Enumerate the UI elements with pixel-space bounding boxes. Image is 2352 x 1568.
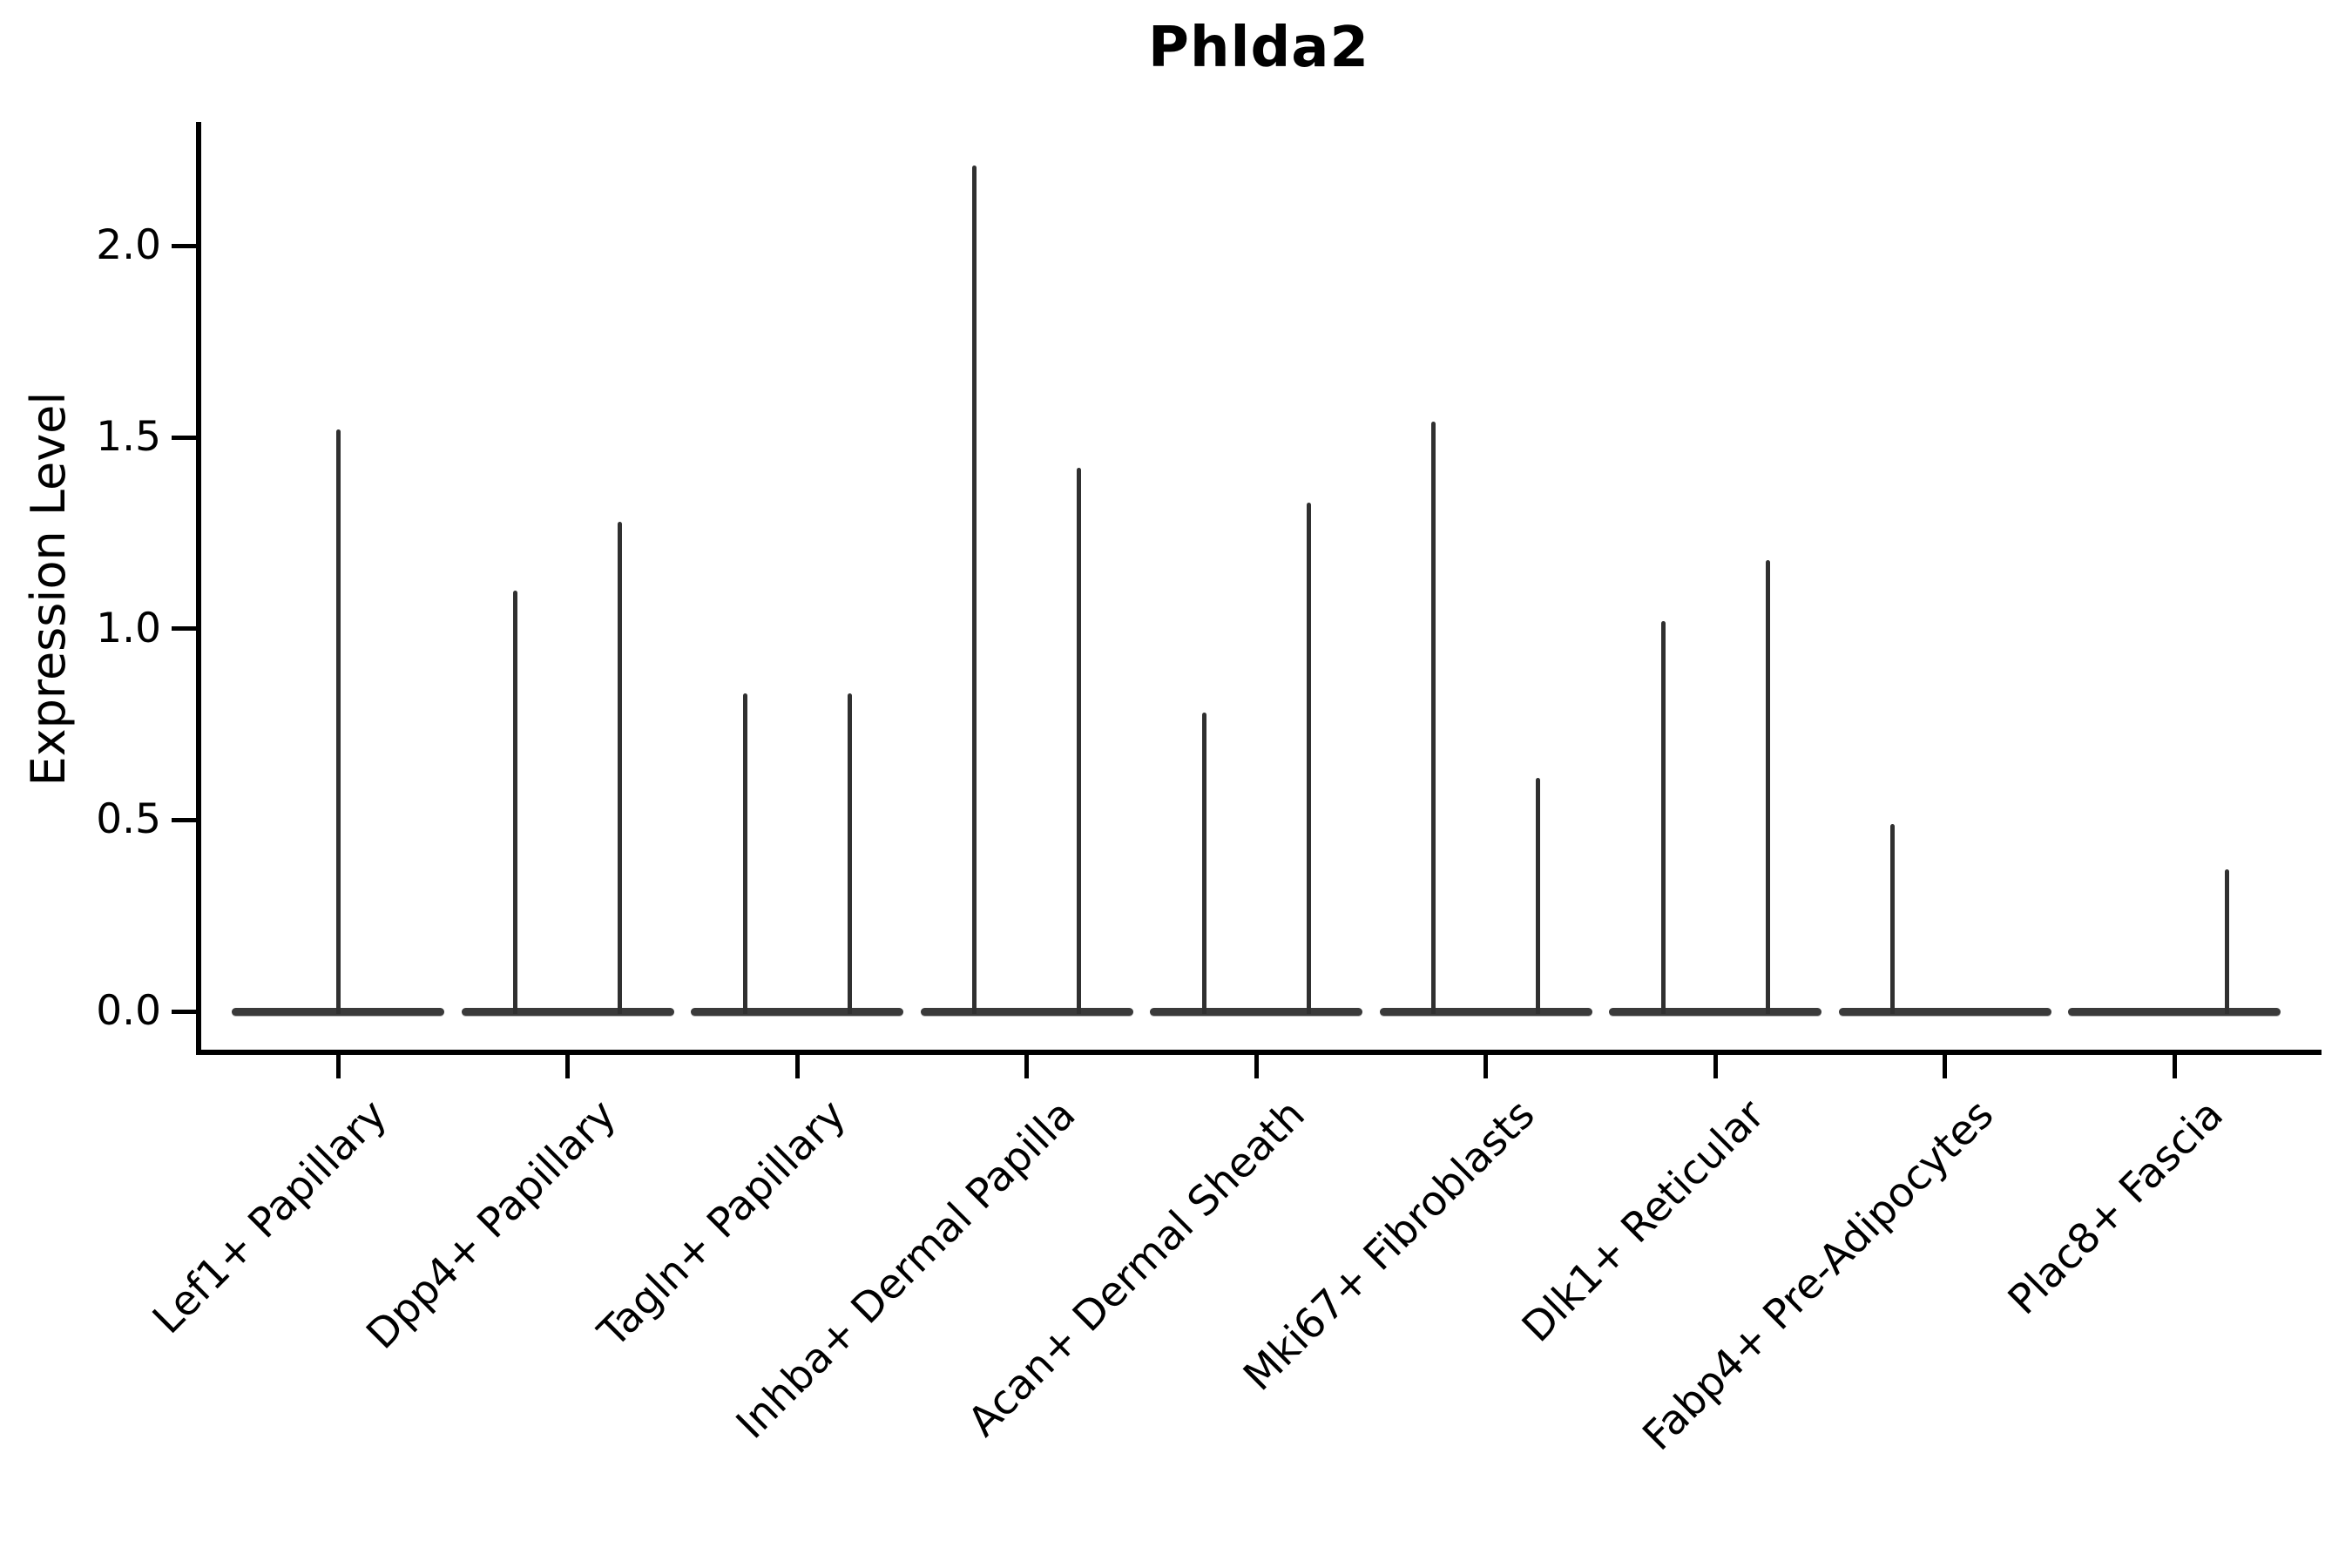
y-tick-label: 2.0 [96, 221, 161, 270]
chart-title: Phlda2 [1148, 16, 1369, 80]
violin-spike [618, 521, 622, 1014]
y-tick-label: 1.0 [96, 604, 161, 652]
x-tick-label: Plac8+ Fascia [1998, 1091, 2233, 1324]
y-tick-label: 1.5 [96, 413, 161, 462]
violin-baseline [1609, 1007, 1821, 1016]
x-tick-label: Lef1+ Papillary [143, 1091, 396, 1343]
y-axis-spine [196, 122, 201, 1055]
violin-baseline [461, 1007, 674, 1016]
y-tick-label: 0.5 [96, 795, 161, 844]
violin-baseline [920, 1007, 1133, 1016]
violin-spike [742, 693, 747, 1014]
violin-spike [1890, 823, 1895, 1014]
x-axis-tick [1713, 1052, 1718, 1078]
y-axis-tick [172, 1009, 199, 1014]
x-axis-tick [565, 1052, 570, 1078]
violin-baseline [691, 1007, 903, 1016]
violin-spike [1077, 468, 1081, 1014]
violin-spike [847, 693, 852, 1014]
violin-spike [972, 166, 977, 1014]
violin-spike [1660, 620, 1666, 1014]
x-axis-tick [1484, 1052, 1488, 1078]
y-axis-tick [172, 626, 199, 632]
x-tick-label: Dpp4+ Papillary [357, 1091, 626, 1359]
violin-baseline [1379, 1007, 1592, 1016]
violin-spike [513, 590, 517, 1014]
violin-spike [1201, 713, 1206, 1014]
y-tick-label: 0.0 [96, 987, 161, 1035]
violin-spike [1765, 559, 1770, 1014]
violin-spike [335, 429, 341, 1014]
x-axis-tick [2172, 1052, 2177, 1078]
violin-spike [2224, 869, 2229, 1014]
violin-spike [1431, 422, 1436, 1014]
violin-spike [1306, 502, 1311, 1014]
y-axis-tick [172, 243, 199, 248]
x-axis-tick [1254, 1052, 1259, 1078]
violin-baseline [2068, 1007, 2281, 1016]
x-axis-tick [1943, 1052, 1947, 1078]
violin-baseline [1150, 1007, 1362, 1016]
x-tick-label: Tagln+ Papillary [589, 1091, 855, 1357]
y-axis-tick [172, 817, 199, 822]
x-axis-tick [794, 1052, 800, 1078]
y-axis-tick [172, 435, 199, 440]
x-axis-tick [1024, 1052, 1029, 1078]
x-axis-tick [335, 1052, 341, 1078]
x-axis-spine [196, 1050, 2322, 1055]
violin-spike [1536, 778, 1540, 1014]
x-tick-label: Dlk1+ Reticular [1512, 1091, 1774, 1352]
violin-baseline [1838, 1007, 2051, 1016]
